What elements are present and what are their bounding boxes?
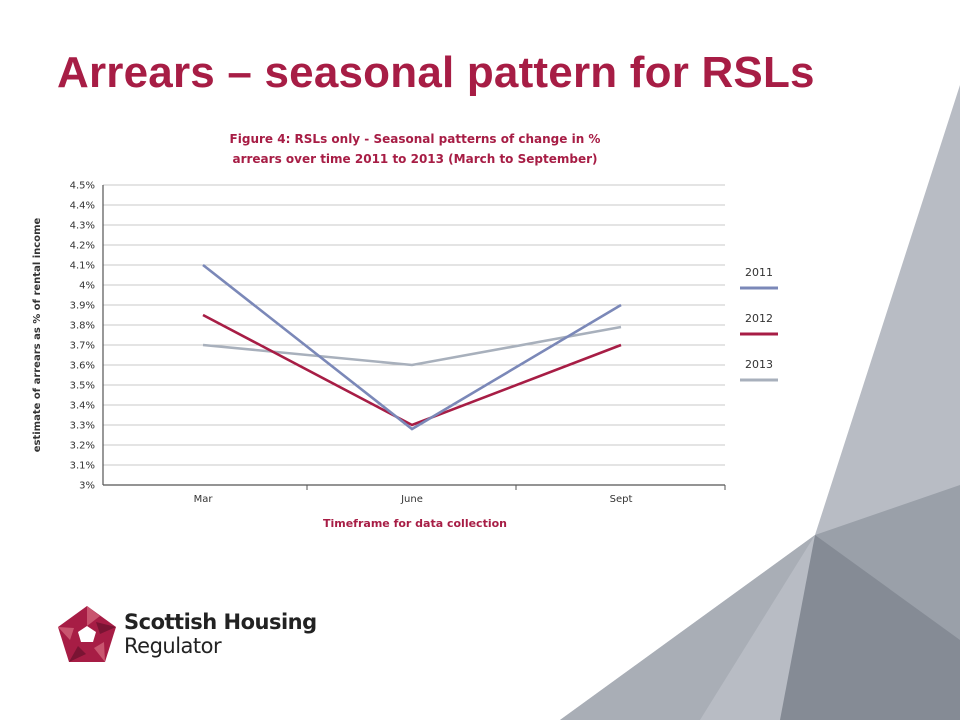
y-tick-label: 3%: [79, 481, 95, 492]
logo-subtitle: Regulator: [124, 634, 222, 658]
series-line-2013: [202, 325, 622, 367]
legend-label-2011: 2011: [745, 266, 773, 279]
y-tick-label: 3.3%: [70, 421, 95, 432]
x-tick-label: Mar: [194, 494, 214, 505]
y-tick-label: 3.4%: [70, 401, 95, 412]
y-tick-label: 4.2%: [70, 241, 95, 252]
y-tick-label: 3.1%: [70, 461, 95, 472]
scottish-housing-regulator-logo: Scottish Housing Regulator: [56, 604, 317, 668]
y-tick-label: 3.7%: [70, 341, 95, 352]
x-tick-label: Sept: [610, 494, 633, 505]
x-tick-labels: Mar June Sept: [194, 494, 633, 505]
series-lines: [202, 263, 622, 431]
x-axis-label: Timeframe for data collection: [323, 517, 507, 530]
arrears-line-chart: Figure 4: RSLs only - Seasonal patterns …: [32, 132, 778, 530]
y-tick-label: 4.1%: [70, 261, 95, 272]
legend-label-2013: 2013: [745, 358, 773, 371]
legend: 2011 2012 2013: [740, 266, 778, 382]
grid-lines: [102, 184, 726, 490]
y-tick-label: 4%: [79, 281, 95, 292]
slide-title: Arrears – seasonal pattern for RSLs: [57, 48, 815, 97]
y-tick-label: 3.8%: [70, 321, 95, 332]
y-tick-label: 4.4%: [70, 201, 95, 212]
y-tick-label: 3.2%: [70, 441, 95, 452]
y-tick-label: 3.9%: [70, 301, 95, 312]
y-tick-labels: 3% 3.1% 3.2% 3.3% 3.4% 3.5% 3.6% 3.7% 3.8% 3.9% 4%…: [70, 181, 95, 492]
deco-shape-pale: [560, 535, 815, 720]
chart-title-line2: arrears over time 2011 to 2013 (March to…: [232, 152, 597, 166]
series-line-2011: [202, 263, 622, 431]
y-tick-label: 3.6%: [70, 361, 95, 372]
y-tick-label: 4.5%: [70, 181, 95, 192]
series-line-2012: [202, 313, 622, 427]
x-tick-label: June: [400, 494, 423, 505]
logo-name: Scottish Housing: [124, 610, 317, 634]
y-axis-label: estimate of arrears as % of rental incom…: [32, 218, 43, 453]
y-tick-label: 4.3%: [70, 221, 95, 232]
deco-shape-dark: [780, 535, 960, 720]
pentagon-logo-icon: [58, 606, 116, 662]
legend-label-2012: 2012: [745, 312, 773, 325]
y-tick-label: 3.5%: [70, 381, 95, 392]
chart-title-line1: Figure 4: RSLs only - Seasonal patterns …: [230, 132, 601, 146]
